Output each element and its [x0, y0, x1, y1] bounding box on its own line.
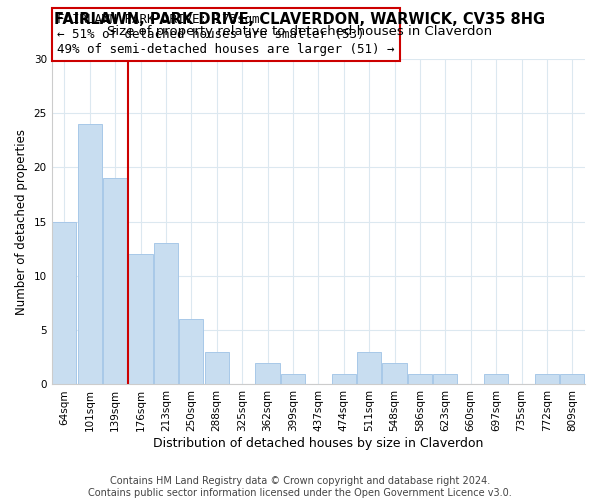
- Bar: [408, 374, 432, 384]
- Bar: [535, 374, 559, 384]
- Bar: [128, 254, 152, 384]
- Bar: [103, 178, 127, 384]
- Text: Size of property relative to detached houses in Claverdon: Size of property relative to detached ho…: [107, 25, 493, 38]
- Bar: [433, 374, 457, 384]
- Bar: [382, 363, 407, 384]
- Bar: [281, 374, 305, 384]
- Bar: [560, 374, 584, 384]
- Bar: [77, 124, 102, 384]
- Bar: [205, 352, 229, 384]
- Bar: [256, 363, 280, 384]
- Text: FAIRLAWN, PARK DRIVE, CLAVERDON, WARWICK, CV35 8HG: FAIRLAWN, PARK DRIVE, CLAVERDON, WARWICK…: [55, 12, 545, 28]
- Bar: [484, 374, 508, 384]
- Bar: [154, 244, 178, 384]
- Bar: [179, 320, 203, 384]
- X-axis label: Distribution of detached houses by size in Claverdon: Distribution of detached houses by size …: [153, 437, 484, 450]
- Text: FAIRLAWN PARK DRIVE: 173sqm
← 51% of detached houses are smaller (53)
49% of sem: FAIRLAWN PARK DRIVE: 173sqm ← 51% of det…: [57, 12, 395, 56]
- Y-axis label: Number of detached properties: Number of detached properties: [15, 128, 28, 314]
- Bar: [52, 222, 76, 384]
- Bar: [357, 352, 381, 384]
- Text: Contains HM Land Registry data © Crown copyright and database right 2024.
Contai: Contains HM Land Registry data © Crown c…: [88, 476, 512, 498]
- Bar: [332, 374, 356, 384]
